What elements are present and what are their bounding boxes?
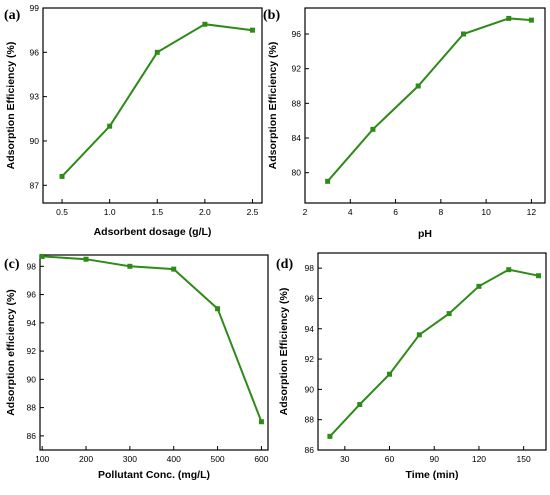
x-tick-label: 8 (438, 207, 443, 217)
data-point (39, 253, 45, 259)
x-tick-label: 0.5 (56, 207, 68, 217)
data-point (506, 15, 512, 21)
x-tick-label: 10 (481, 207, 491, 217)
data-point (460, 31, 466, 37)
x-axis-title: Time (min) (406, 469, 459, 481)
panel-label: (a) (4, 8, 21, 23)
x-axis-title: pH (418, 228, 432, 240)
chart-panel-3: 100 200 300 400 500 600 86 88 90 92 94 96 98 Pollutan… (4, 253, 269, 481)
chart-panel-1: 0.5 1.0 1.5 2.0 2.5 87 90 93 96 99 Adsorbent dosag… (4, 3, 263, 238)
x-tick-label: 100 (35, 454, 49, 464)
y-tick-label: 80 (292, 168, 302, 178)
y-tick-label: 84 (292, 133, 302, 143)
plot-frame (39, 254, 269, 451)
data-point (415, 83, 421, 89)
data-point (536, 273, 542, 279)
data-point (83, 256, 89, 262)
data-point (325, 178, 331, 184)
y-axis-title: Adsorption Efficiency (%) (267, 42, 279, 170)
y-tick-label: 90 (305, 384, 315, 394)
x-tick-label: 2.0 (199, 207, 211, 217)
y-tick-label: 90 (30, 136, 40, 146)
y-tick-label: 98 (305, 263, 315, 273)
x-tick-label: 60 (385, 454, 395, 464)
y-tick-label: 92 (27, 346, 37, 356)
x-tick-label: 2 (303, 207, 308, 217)
x-tick-label: 4 (348, 207, 353, 217)
x-tick-label: 30 (340, 454, 350, 464)
series-line (61, 23, 253, 178)
panel-label: (d) (276, 257, 293, 272)
y-tick-label: 96 (305, 293, 315, 303)
y-axis-title: Adsorption efficiency (%) (5, 289, 17, 416)
x-axis-title: Adsorbent dosage (g/L) (94, 226, 212, 238)
data-point (215, 306, 221, 312)
y-tick-label: 86 (27, 431, 37, 441)
y-tick-label: 87 (30, 180, 40, 190)
data-point (446, 311, 452, 317)
y-tick-label: 94 (305, 324, 315, 334)
y-axis-title: Adsorption Efficiency (%) (5, 42, 17, 170)
x-tick-label: 300 (123, 454, 137, 464)
x-tick-label: 1.0 (104, 207, 116, 217)
x-axis-title: Pollutant Conc. (mg/L) (98, 469, 210, 481)
data-point (249, 27, 255, 33)
y-tick-label: 90 (27, 374, 37, 384)
series-line (326, 17, 532, 182)
data-point (202, 21, 208, 27)
series-line (42, 255, 263, 423)
y-axis-title: Adsorption Efficiency (%) (278, 288, 290, 416)
plot-frame (317, 252, 547, 451)
data-point (171, 266, 177, 272)
data-point (59, 173, 65, 179)
data-point (127, 263, 133, 269)
y-tick-label: 98 (27, 261, 37, 271)
chart-panel-4: 30 60 90 120 150 86 88 90 92 94 96 98 Time (min) Adso… (276, 252, 547, 481)
x-tick-label: 2.5 (247, 207, 259, 217)
y-tick-label: 92 (292, 64, 302, 74)
data-point (327, 433, 333, 439)
data-point (528, 17, 534, 23)
data-point (506, 267, 512, 273)
x-tick-label: 12 (527, 207, 537, 217)
x-tick-label: 1.5 (151, 207, 163, 217)
plot-frame (304, 7, 546, 204)
data-point (357, 402, 363, 408)
y-tick-label: 99 (30, 3, 40, 13)
y-tick-label: 96 (292, 29, 302, 39)
y-tick-label: 94 (27, 318, 37, 328)
x-tick-label: 600 (254, 454, 268, 464)
series-line (329, 268, 539, 438)
data-point (387, 371, 393, 377)
data-point (416, 332, 422, 338)
y-tick-label: 86 (305, 445, 315, 455)
panel-label: (c) (4, 257, 20, 272)
panel-label: (b) (263, 8, 280, 23)
x-tick-label: 90 (430, 454, 440, 464)
x-tick-label: 200 (79, 454, 93, 464)
x-tick-label: 500 (210, 454, 224, 464)
y-tick-label: 92 (305, 354, 315, 364)
chart-panel-2: 2 4 6 8 10 12 80 84 88 92 96 pH Adsorption Efficienc… (263, 7, 546, 240)
x-tick-label: 120 (472, 454, 486, 464)
x-tick-label: 6 (393, 207, 398, 217)
data-point (258, 419, 264, 425)
y-tick-label: 96 (30, 47, 40, 57)
data-point (370, 126, 376, 132)
y-tick-label: 88 (305, 415, 315, 425)
y-tick-label: 88 (27, 403, 37, 413)
y-tick-label: 96 (27, 290, 37, 300)
y-tick-label: 93 (30, 92, 40, 102)
data-point (154, 49, 160, 55)
x-tick-label: 150 (517, 454, 531, 464)
x-tick-label: 400 (167, 454, 181, 464)
data-point (107, 123, 113, 129)
y-tick-label: 88 (292, 98, 302, 108)
plot-frame (42, 7, 263, 204)
data-point (476, 283, 482, 289)
